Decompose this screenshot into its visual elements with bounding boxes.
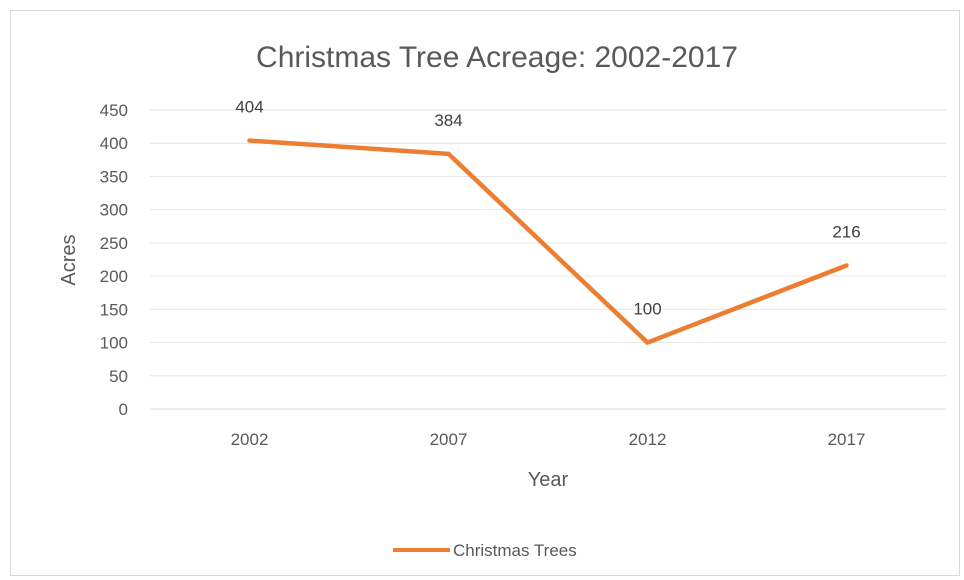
x-tick-label-2017: 2017	[828, 430, 866, 449]
x-axis-title: Year	[528, 469, 569, 491]
y-axis-title: Acres	[58, 234, 80, 285]
y-tick-label-350: 350	[100, 167, 128, 186]
x-tick-label-2012: 2012	[629, 430, 667, 449]
gridlines	[150, 109, 946, 410]
y-tick-label-400: 400	[100, 134, 128, 153]
chart-title: Christmas Tree Acreage: 2002-2017	[256, 41, 738, 74]
data-label-2007: 384	[434, 111, 462, 130]
y-tick-label-300: 300	[100, 201, 128, 220]
x-tick-label-2002: 2002	[231, 430, 269, 449]
x-axis-tick-labels: 2002 2007 2012 2017	[231, 430, 866, 449]
series-group	[247, 138, 849, 345]
y-tick-label-450: 450	[100, 101, 128, 120]
y-tick-label-0: 0	[119, 400, 128, 419]
y-tick-label-50: 50	[109, 367, 128, 386]
data-label-2012: 100	[633, 300, 661, 319]
x-tick-label-2007: 2007	[430, 430, 468, 449]
y-axis-tick-labels: 0 50 100 150 200 250 300 350 400 450	[100, 101, 128, 419]
y-tick-label-200: 200	[100, 267, 128, 286]
data-label-2002: 404	[235, 98, 263, 117]
data-labels: 404 384 100 216	[235, 98, 860, 319]
legend: Christmas Trees	[393, 541, 577, 560]
series-line-christmas-trees	[247, 138, 849, 345]
legend-label-christmas-trees: Christmas Trees	[453, 541, 577, 560]
y-tick-label-150: 150	[100, 300, 128, 319]
y-tick-label-250: 250	[100, 234, 128, 253]
y-tick-label-100: 100	[100, 334, 128, 353]
data-label-2017: 216	[832, 222, 860, 241]
chart-frame	[10, 10, 960, 576]
